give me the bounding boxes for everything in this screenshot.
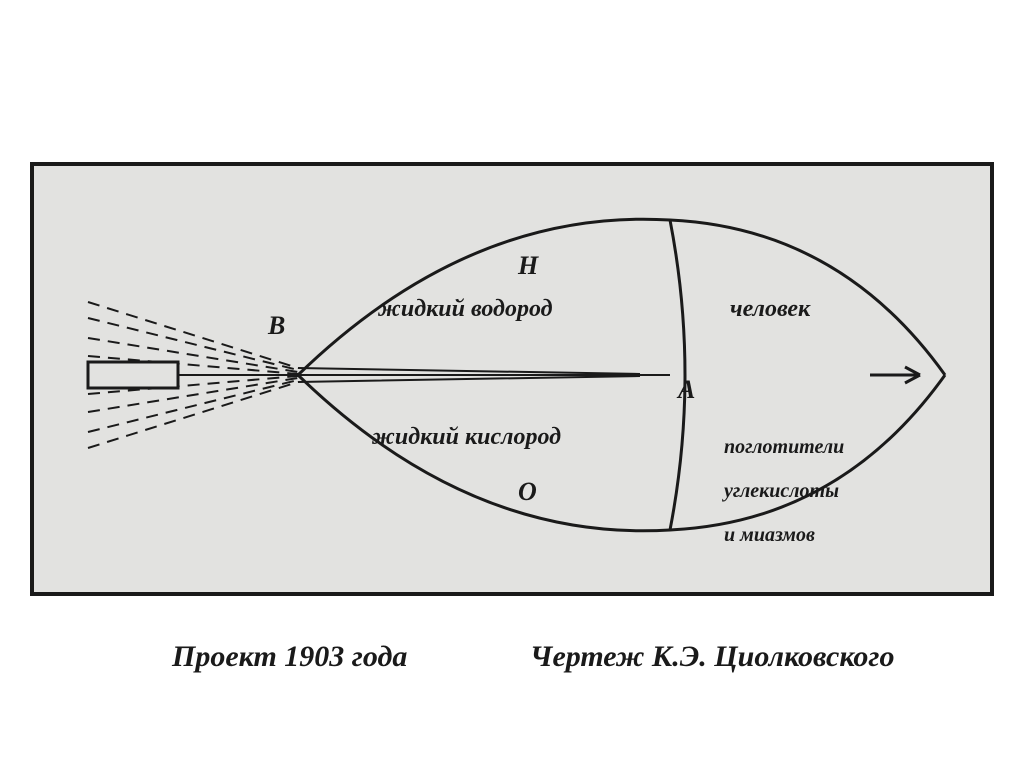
- marker-A: А: [678, 376, 695, 405]
- caption-project: Проект 1903 года: [172, 640, 407, 673]
- label-oxygen: жидкий кислород: [372, 424, 561, 450]
- marker-B: В: [268, 312, 285, 341]
- label-absorbers-line1: поглотители: [724, 436, 844, 458]
- label-hydrogen: жидкий водород: [378, 296, 553, 322]
- marker-O: О: [518, 478, 537, 507]
- label-human: человек: [730, 296, 810, 322]
- nozzle-box: [88, 362, 178, 388]
- label-absorbers-line2: углекислоты: [724, 480, 839, 502]
- label-absorbers: поглотители углекислоты и миазмов: [704, 414, 844, 568]
- diagram-canvas: В Н А О жидкий водород жидкий кислород ч…: [0, 0, 1024, 767]
- marker-H: Н: [518, 252, 538, 281]
- caption-author: Чертеж К.Э. Циолковского: [530, 640, 895, 673]
- label-absorbers-line3: и миазмов: [724, 524, 815, 546]
